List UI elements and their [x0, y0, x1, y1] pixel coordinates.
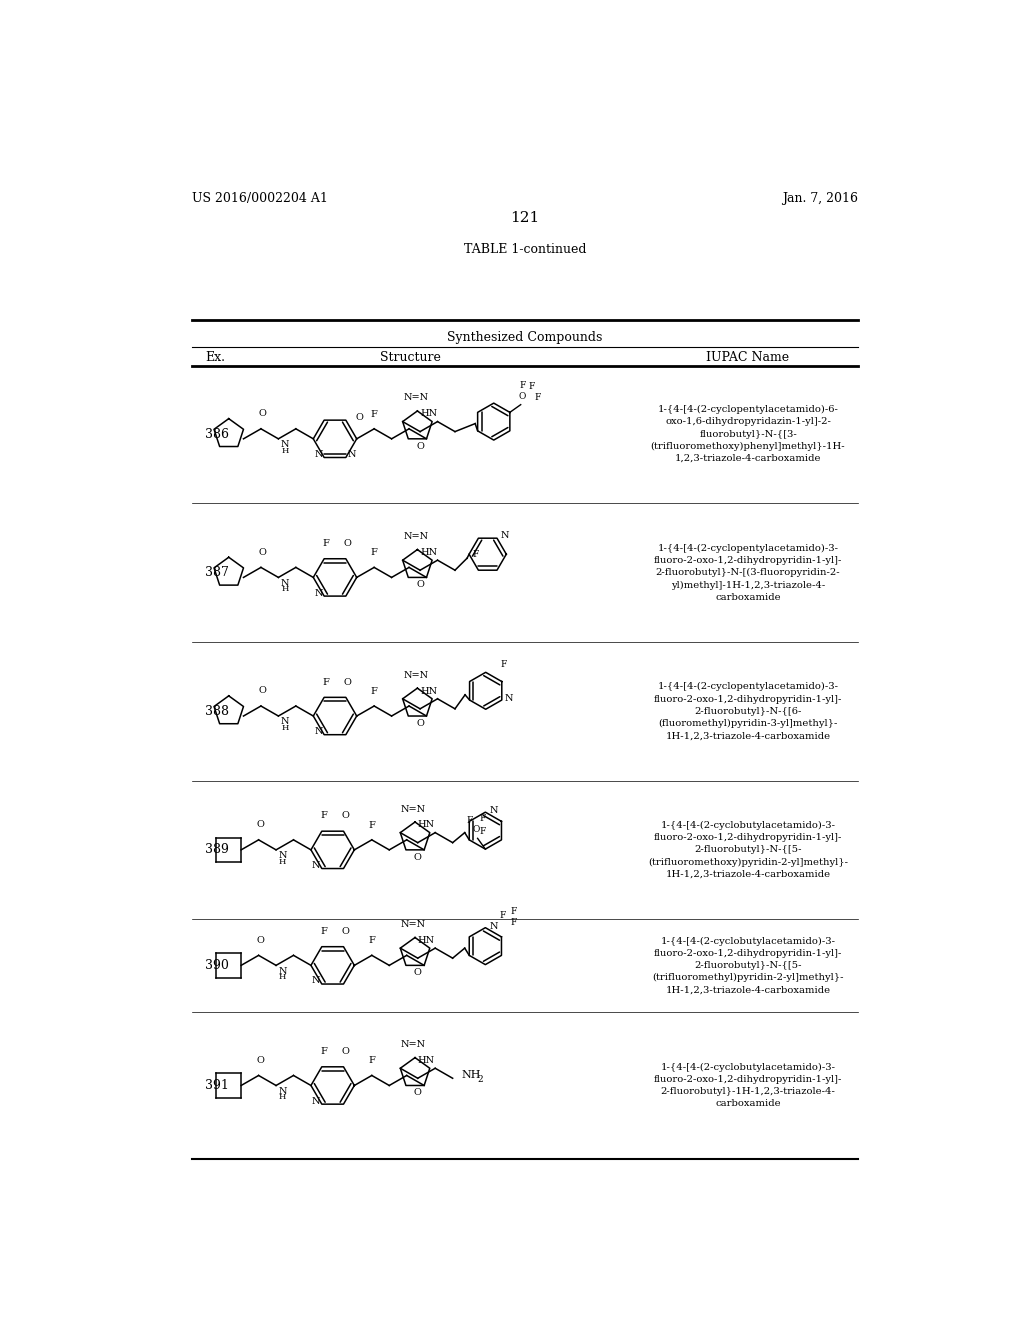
Text: F: F [369, 1056, 375, 1065]
Text: HN: HN [418, 1056, 435, 1065]
Text: N: N [311, 1097, 321, 1106]
Text: F: F [511, 907, 517, 916]
Text: O: O [414, 968, 422, 977]
Text: HN: HN [420, 686, 437, 696]
Text: Jan. 7, 2016: Jan. 7, 2016 [782, 191, 858, 205]
Text: HN: HN [420, 409, 437, 418]
Text: 388: 388 [206, 705, 229, 718]
Text: H: H [279, 973, 286, 981]
Text: N: N [347, 450, 356, 459]
Text: O: O [341, 812, 349, 821]
Text: F: F [319, 1047, 327, 1056]
Text: F: F [472, 550, 478, 560]
Text: 1-{4-[4-(2-cyclopentylacetamido)-6-
oxo-1,6-dihydropyridazin-1-yl]-2-
fluorobuty: 1-{4-[4-(2-cyclopentylacetamido)-6- oxo-… [650, 405, 846, 463]
Text: N: N [314, 450, 323, 459]
Text: TABLE 1-continued: TABLE 1-continued [464, 243, 586, 256]
Text: N: N [281, 578, 289, 587]
Text: 1-{4-[4-(2-cyclobutylacetamido)-3-
fluoro-2-oxo-1,2-dihydropyridin-1-yl]-
2-fluo: 1-{4-[4-(2-cyclobutylacetamido)-3- fluor… [648, 821, 848, 879]
Text: O: O [256, 936, 264, 945]
Text: 387: 387 [206, 566, 229, 579]
Text: F: F [500, 911, 506, 920]
Text: N: N [501, 531, 509, 540]
Text: Structure: Structure [381, 351, 441, 363]
Text: 390: 390 [206, 958, 229, 972]
Text: F: F [369, 821, 375, 830]
Text: O: O [416, 581, 424, 589]
Text: F: F [511, 917, 517, 927]
Text: N: N [279, 966, 287, 975]
Text: N: N [314, 589, 323, 598]
Text: N: N [489, 921, 498, 931]
Text: N: N [279, 851, 287, 861]
Text: F: F [479, 826, 485, 836]
Text: H: H [279, 1093, 286, 1101]
Text: F: F [535, 393, 541, 403]
Text: H: H [282, 585, 289, 594]
Text: Synthesized Compounds: Synthesized Compounds [447, 330, 602, 343]
Text: O: O [341, 1047, 349, 1056]
Text: H: H [279, 858, 286, 866]
Text: F: F [500, 660, 507, 669]
Text: N: N [279, 1086, 287, 1096]
Text: F: F [371, 548, 378, 557]
Text: N: N [281, 717, 289, 726]
Text: HN: HN [420, 548, 437, 557]
Text: F: F [467, 816, 473, 825]
Text: O: O [343, 677, 351, 686]
Text: O: O [414, 1088, 422, 1097]
Text: 121: 121 [510, 211, 540, 226]
Text: F: F [319, 812, 327, 821]
Text: O: O [518, 392, 526, 400]
Text: O: O [258, 686, 266, 696]
Text: F: F [479, 814, 485, 824]
Text: N=N: N=N [401, 1040, 426, 1049]
Text: O: O [341, 927, 349, 936]
Text: N=N: N=N [401, 920, 426, 929]
Text: N=N: N=N [403, 671, 428, 680]
Text: O: O [414, 853, 422, 862]
Text: 1-{4-[4-(2-cyclopentylacetamido)-3-
fluoro-2-oxo-1,2-dihydropyridin-1-yl]-
2-flu: 1-{4-[4-(2-cyclopentylacetamido)-3- fluo… [653, 544, 842, 602]
Text: O: O [416, 719, 424, 727]
Text: F: F [319, 927, 327, 936]
Text: 389: 389 [206, 843, 229, 857]
Text: NH: NH [462, 1071, 481, 1080]
Text: N=N: N=N [403, 393, 428, 403]
Text: Ex.: Ex. [206, 351, 225, 363]
Text: H: H [282, 723, 289, 733]
Text: N: N [311, 977, 321, 986]
Text: F: F [323, 677, 329, 686]
Text: F: F [323, 539, 329, 548]
Text: O: O [343, 539, 351, 548]
Text: HN: HN [418, 936, 435, 945]
Text: F: F [371, 409, 378, 418]
Text: O: O [258, 409, 266, 418]
Text: H: H [282, 446, 289, 455]
Text: O: O [416, 442, 424, 450]
Text: O: O [256, 820, 264, 829]
Text: N: N [489, 807, 498, 816]
Text: O: O [355, 413, 364, 421]
Text: N: N [505, 694, 513, 704]
Text: N: N [281, 440, 289, 449]
Text: US 2016/0002204 A1: US 2016/0002204 A1 [191, 191, 328, 205]
Text: O: O [256, 1056, 264, 1065]
Text: IUPAC Name: IUPAC Name [707, 351, 790, 363]
Text: 1-{4-[4-(2-cyclobutylacetamido)-3-
fluoro-2-oxo-1,2-dihydropyridin-1-yl]-
2-fluo: 1-{4-[4-(2-cyclobutylacetamido)-3- fluor… [653, 1063, 842, 1109]
Text: O: O [472, 825, 480, 834]
Text: N: N [311, 861, 321, 870]
Text: N=N: N=N [401, 804, 426, 813]
Text: N=N: N=N [403, 532, 428, 541]
Text: F: F [528, 383, 535, 391]
Text: F: F [371, 686, 378, 696]
Text: O: O [258, 548, 266, 557]
Text: 391: 391 [206, 1078, 229, 1092]
Text: 386: 386 [206, 428, 229, 441]
Text: F: F [369, 936, 375, 945]
Text: HN: HN [418, 821, 435, 829]
Text: 2: 2 [477, 1076, 483, 1084]
Text: N: N [314, 727, 323, 737]
Text: 1-{4-[4-(2-cyclopentylacetamido)-3-
fluoro-2-oxo-1,2-dihydropyridin-1-yl]-
2-flu: 1-{4-[4-(2-cyclopentylacetamido)-3- fluo… [653, 682, 842, 741]
Text: 1-{4-[4-(2-cyclobutylacetamido)-3-
fluoro-2-oxo-1,2-dihydropyridin-1-yl]-
2-fluo: 1-{4-[4-(2-cyclobutylacetamido)-3- fluor… [652, 936, 844, 994]
Text: F: F [519, 380, 525, 389]
